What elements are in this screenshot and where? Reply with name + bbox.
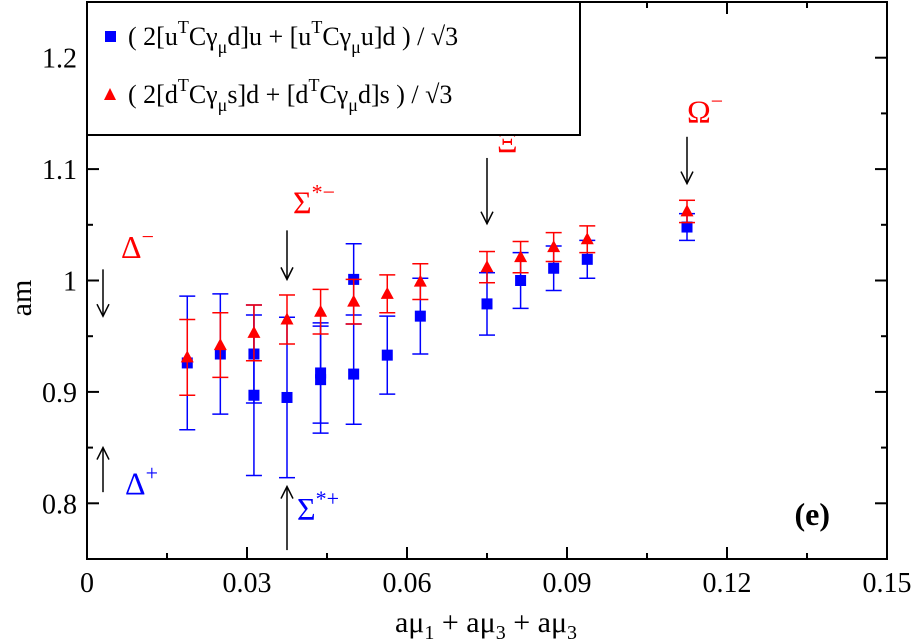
legend-box	[86, 1, 581, 136]
data-point-triangle	[480, 260, 494, 273]
x-tick-label: 0	[80, 568, 94, 599]
data-point-square	[581, 253, 593, 265]
arrow-head	[480, 211, 494, 226]
annotation-Δ+: Δ+	[96, 445, 158, 501]
annotation-label: Ω−	[687, 88, 723, 129]
data-point-triangle	[380, 286, 394, 299]
data-point-square	[281, 391, 293, 403]
data-point-triangle	[280, 312, 294, 325]
data-point-square	[515, 275, 527, 286]
x-tick-label: 0.06	[383, 568, 432, 599]
data-point-triangle	[347, 294, 361, 307]
y-tick-label: 1.1	[42, 155, 77, 186]
x-axis-label: aμ1 + aμ3 + aμ3	[395, 606, 577, 641]
annotation-Ω−: Ω−	[680, 88, 723, 186]
data-point-triangle	[314, 304, 328, 317]
y-axis-label: am	[5, 280, 38, 317]
series-blue-squares	[179, 212, 695, 479]
annotation-label: Δ−	[121, 224, 154, 265]
data-point-triangle	[213, 338, 227, 351]
data-point-square	[381, 349, 393, 361]
annotation-label: Δ+	[125, 460, 158, 501]
series-red-triangles	[179, 199, 695, 396]
data-point-square	[548, 262, 560, 274]
arrow-head	[280, 484, 294, 499]
x-tick-label: 0.09	[543, 568, 592, 599]
arrow-head	[280, 267, 294, 282]
y-tick-label: 1	[63, 267, 77, 298]
data-point-square	[315, 367, 327, 379]
arrow-head	[96, 303, 110, 318]
y-tick-label: 0.9	[42, 378, 77, 409]
arrow-head	[96, 445, 110, 460]
arrow-head	[680, 171, 694, 186]
data-point-square	[481, 298, 493, 310]
data-point-square	[348, 368, 360, 380]
panel-label: (e)	[794, 496, 830, 532]
x-tick-label: 0.15	[863, 568, 912, 599]
annotation-label: Σ*−	[293, 180, 335, 221]
x-tick-label: 0.03	[223, 568, 272, 599]
data-point-triangle	[580, 232, 594, 245]
data-point-square	[681, 221, 693, 233]
x-tick-label: 0.12	[703, 568, 752, 599]
data-point-triangle	[547, 240, 561, 253]
legend-marker-red	[104, 88, 116, 100]
data-point-triangle	[413, 274, 427, 287]
legend-entry-1: ( 2[uTCγμd]u + [uTCγμu]d ) / √3	[128, 17, 458, 57]
annotations: Δ−Δ+Σ*−Σ*+Ξ*−Ω−	[96, 88, 723, 551]
annotation-Δ−: Δ−	[96, 224, 154, 318]
data-point-triangle	[180, 350, 194, 363]
data-series	[179, 199, 695, 479]
legend-marker-blue	[105, 31, 116, 42]
annotation-label: Σ*+	[297, 486, 339, 527]
y-tick-label: 0.8	[42, 489, 77, 520]
data-point-triangle	[680, 204, 694, 217]
legend: ( 2[uTCγμd]u + [uTCγμu]d ) / √3 ( 2[dTCγ…	[86, 1, 581, 136]
y-tick-label: 1.2	[42, 44, 77, 75]
annotation-Σ*−: Σ*−	[280, 180, 335, 282]
annotation-Σ*+: Σ*+	[280, 484, 339, 551]
data-point-triangle	[514, 250, 528, 263]
data-point-triangle	[247, 325, 261, 338]
data-point-square	[414, 310, 426, 322]
